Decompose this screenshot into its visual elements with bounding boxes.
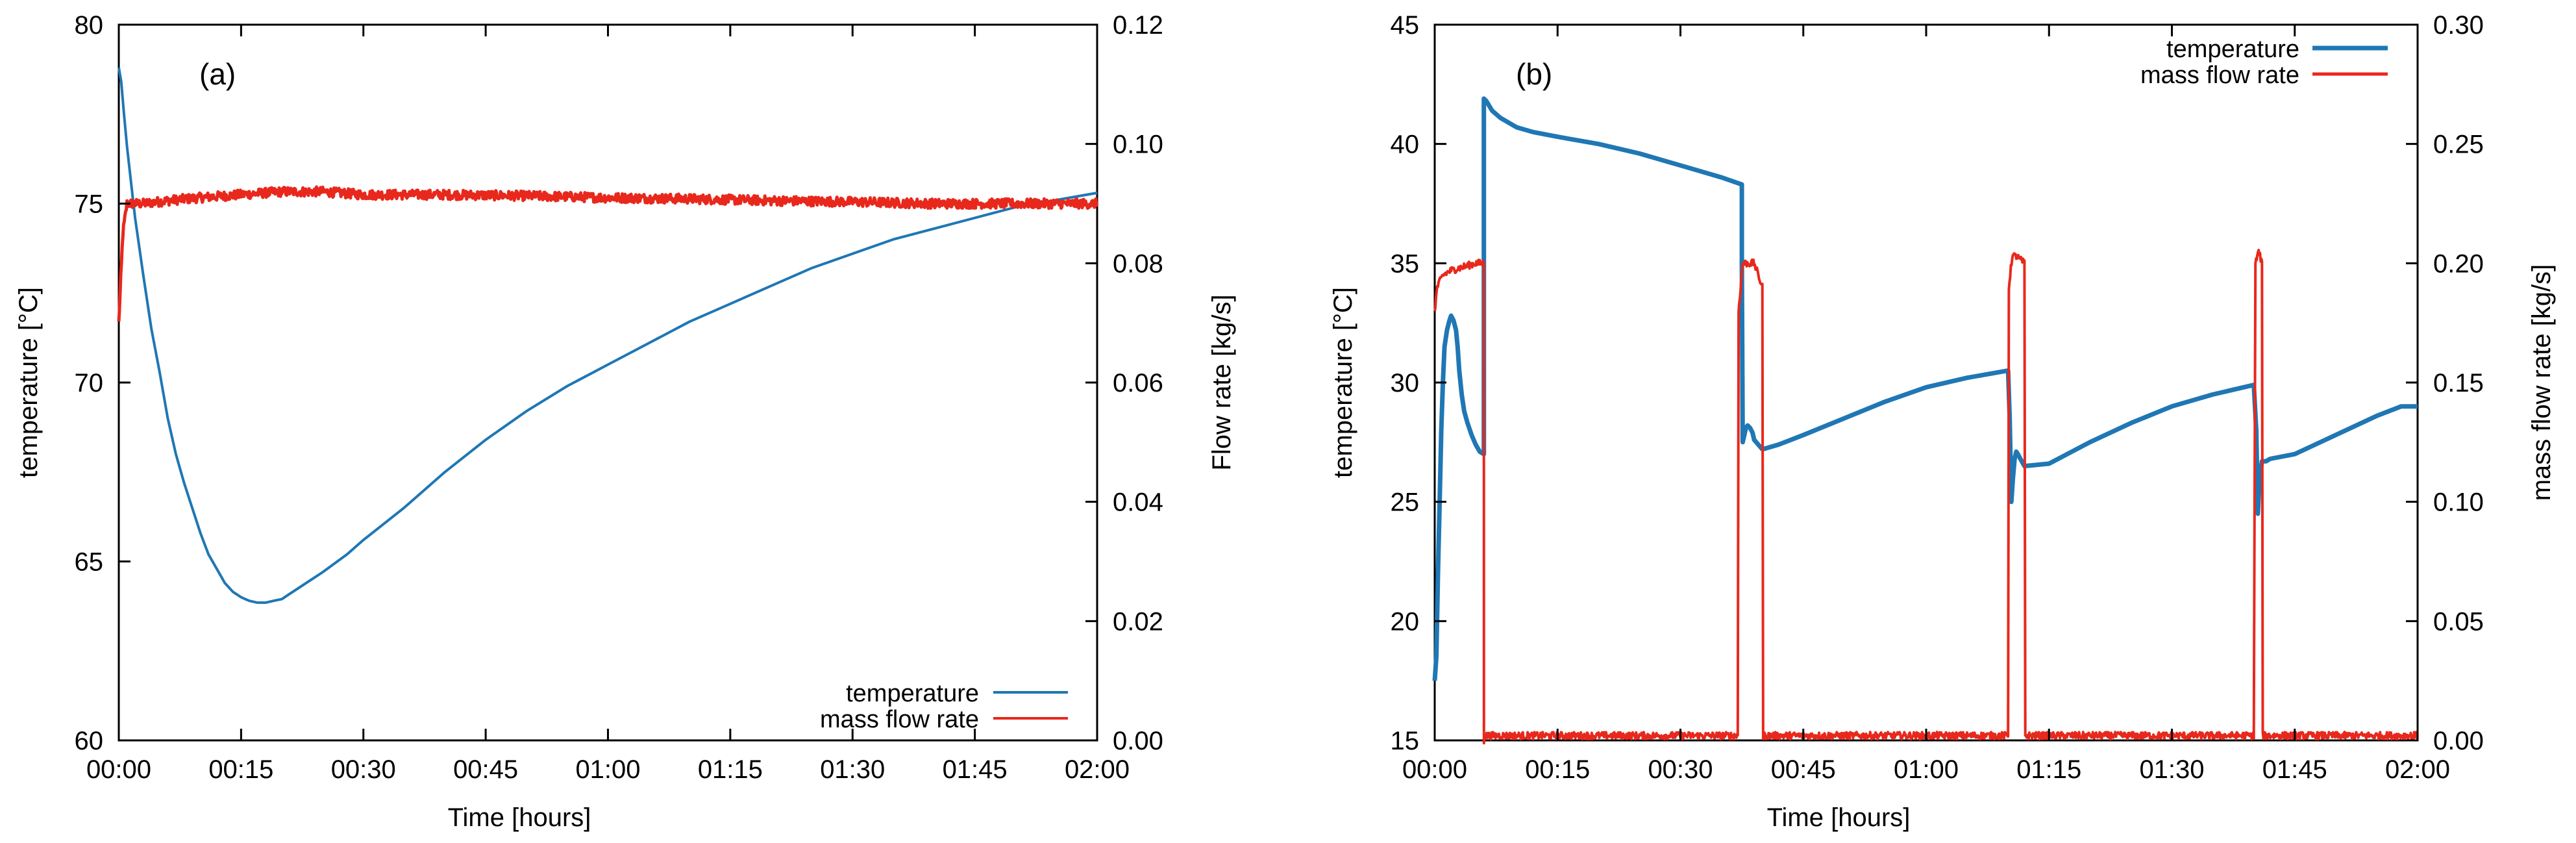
panel-b-label: (b) bbox=[1516, 57, 1552, 91]
panel-b-y-right-tick-label: 0.20 bbox=[2433, 249, 2484, 278]
panel-a-y-left-tick-label: 65 bbox=[75, 548, 104, 577]
panel-a-y-right-tick-label: 0.00 bbox=[1113, 727, 1163, 755]
panel-a-x-tick-label: 01:15 bbox=[698, 755, 763, 784]
panel-a-y-left-tick-label: 75 bbox=[75, 190, 104, 219]
panel-b-legend: temperature mass flow rate bbox=[2140, 36, 2388, 89]
panel-a-plot-frame bbox=[118, 23, 1098, 742]
panel-b-y-right-axis-label: mass flow rate [kg/s] bbox=[2527, 264, 2556, 501]
panel-b-x-tick-label: 01:45 bbox=[2262, 755, 2327, 784]
panel-a-y-right-tick-label: 0.10 bbox=[1113, 131, 1163, 159]
panel-a-y-right-tick-label: 0.08 bbox=[1113, 249, 1163, 278]
panel-b: 00:00 00:15 00:30 00:45 01:00 01:15 01:30 01:45… bbox=[1329, 11, 2556, 832]
panel-a-x-tick-label: 02:00 bbox=[1065, 755, 1130, 784]
panel-a-y-right-tick-label: 0.06 bbox=[1113, 369, 1163, 397]
panel-a-y-left-axis-label: temperature [°C] bbox=[14, 287, 43, 478]
panel-a-y-left-tick-label: 70 bbox=[75, 369, 104, 397]
panel-a-y-right-tick-label: 0.02 bbox=[1113, 607, 1163, 636]
panel-b-x-tick-label: 00:15 bbox=[1525, 755, 1590, 784]
panel-b-plot-frame bbox=[1433, 23, 2419, 742]
panel-b-series-mass-flow-rate bbox=[1433, 249, 2419, 745]
panel-a-legend-temperature-label: temperature bbox=[846, 680, 979, 707]
panel-a-x-tick-label: 00:30 bbox=[331, 755, 396, 784]
panel-b-x-axis-label: Time [hours] bbox=[1767, 803, 1911, 832]
panel-b-y-right-tick-label: 0.25 bbox=[2433, 131, 2484, 159]
panel-b-y-left-tick-label: 20 bbox=[1391, 607, 1420, 636]
panel-a-y-right-axis-label: Flow rate [kg/s] bbox=[1208, 294, 1236, 470]
panel-b-y-left-tick-label: 25 bbox=[1391, 488, 1420, 517]
panel-a-x-tick-label: 01:45 bbox=[943, 755, 1008, 784]
panel-b-x-tick-label: 02:00 bbox=[2385, 755, 2450, 784]
panel-b-y-right-tick-label: 0.00 bbox=[2433, 727, 2484, 755]
panel-a-label: (a) bbox=[199, 57, 236, 91]
panel-b-y-left-tick-label: 15 bbox=[1391, 727, 1420, 755]
panel-a-x-axis-label: Time [hours] bbox=[448, 803, 591, 832]
panel-a-x-tick-label: 01:00 bbox=[575, 755, 640, 784]
panel-a-legend-flow-label: mass flow rate bbox=[820, 706, 979, 733]
panel-b-y-right-tick-label: 0.10 bbox=[2433, 488, 2484, 517]
panel-b-x-tick-label: 01:15 bbox=[2016, 755, 2081, 784]
panel-a-x-tick-label: 00:00 bbox=[86, 755, 151, 784]
panel-a-series bbox=[117, 67, 1099, 604]
panel-b-legend-flow-label: mass flow rate bbox=[2140, 62, 2299, 89]
panel-a-legend: temperature mass flow rate bbox=[820, 680, 1068, 733]
panel-a-x-tick-label: 00:15 bbox=[208, 755, 273, 784]
panel-b-series-temperature bbox=[1432, 96, 2418, 681]
panel-b-x-tick-label: 01:00 bbox=[1894, 755, 1959, 784]
panel-b-y-left-tick-label: 30 bbox=[1391, 369, 1420, 397]
panel-b-x-tick-label: 00:30 bbox=[1648, 755, 1713, 784]
panel-a-y-left-tick-label: 60 bbox=[75, 727, 104, 755]
panel-b-y-right-tick-label: 0.15 bbox=[2433, 369, 2484, 397]
panel-b-y-right-tick-label: 0.30 bbox=[2433, 11, 2484, 40]
panel-a-series-mass-flow-rate bbox=[117, 185, 1099, 322]
panel-a-ticks: 00:00 00:15 00:30 00:45 01:00 01:15 01:30 01:45… bbox=[75, 11, 1163, 784]
panel-b-y-right-tick-label: 0.05 bbox=[2433, 607, 2484, 636]
panel-b-x-tick-label: 01:30 bbox=[2139, 755, 2204, 784]
panel-b-y-left-tick-label: 40 bbox=[1391, 131, 1420, 159]
panel-b-ticks: 00:00 00:15 00:30 00:45 01:00 01:15 01:30 01:45… bbox=[1391, 11, 2484, 784]
panel-b-y-left-axis-label: temperature [°C] bbox=[1329, 287, 1357, 478]
panel-a: 00:00 00:15 00:30 00:45 01:00 01:15 01:30 01:45… bbox=[14, 11, 1236, 832]
panel-b-y-left-tick-label: 35 bbox=[1391, 249, 1420, 278]
panel-b-x-tick-label: 00:00 bbox=[1402, 755, 1467, 784]
panel-a-x-tick-label: 00:45 bbox=[453, 755, 518, 784]
panel-a-y-right-tick-label: 0.12 bbox=[1113, 11, 1163, 40]
panel-a-x-tick-label: 01:30 bbox=[820, 755, 885, 784]
panel-b-y-left-tick-label: 45 bbox=[1391, 11, 1420, 40]
panel-a-y-left-tick-label: 80 bbox=[75, 11, 104, 40]
panel-b-series bbox=[1432, 96, 2419, 745]
panel-a-y-right-tick-label: 0.04 bbox=[1113, 488, 1163, 517]
panel-a-series-temperature bbox=[118, 67, 1098, 604]
panel-b-legend-temperature-label: temperature bbox=[2166, 36, 2299, 63]
panel-b-x-tick-label: 00:45 bbox=[1771, 755, 1836, 784]
